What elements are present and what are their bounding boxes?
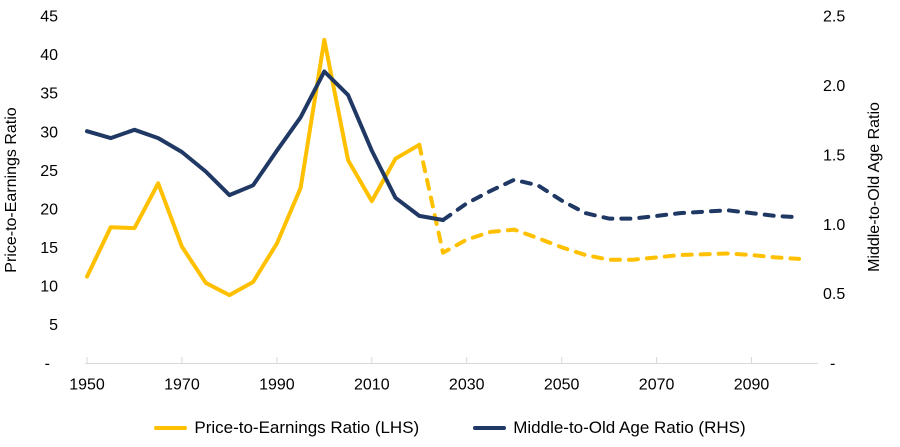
x-tick-label: 1950	[69, 377, 105, 394]
pe-ratio-line-swatch	[154, 426, 188, 430]
left-tick-label: 25	[40, 163, 58, 180]
left-tick-label: 30	[40, 124, 58, 141]
left-tick-label: 5	[49, 317, 58, 334]
right-tick-label: 2.0	[823, 78, 845, 95]
age-ratio-line-solid	[85, 69, 445, 222]
right-axis-title: Middle-to-Old Age Ratio	[866, 102, 883, 272]
legend-item-age-ratio: Middle-to-Old Age Ratio (RHS)	[473, 418, 746, 438]
x-tick-label: 2010	[354, 377, 390, 394]
left-tick-label: 15	[40, 240, 58, 257]
legend: Price-to-Earnings Ratio (LHS) Middle-to-…	[0, 411, 900, 445]
right-tick-label: 2.5	[823, 9, 845, 26]
left-tick-label: 40	[40, 47, 58, 64]
right-tick-label: -	[830, 356, 835, 373]
right-tick-label: 1.5	[823, 147, 845, 164]
pe-ratio-line-solid	[85, 37, 422, 298]
chart-canvas: 1950 1970 1990 2010 2030 2050 2070 2090-5101520…	[3, 9, 883, 394]
age-ratio-line-swatch	[473, 426, 507, 430]
age-ratio-line-dashed	[441, 177, 801, 222]
left-tick-label: 20	[40, 201, 58, 218]
legend-item-pe-ratio: Price-to-Earnings Ratio (LHS)	[154, 418, 419, 438]
right-tick-label: 0.5	[823, 286, 845, 303]
x-tick-label: 2090	[734, 377, 770, 394]
x-tick-label: 1970	[164, 377, 200, 394]
left-tick-label: 45	[40, 9, 58, 26]
x-tick-label: 2030	[449, 377, 485, 394]
x-tick-label: 1990	[259, 377, 295, 394]
left-tick-label: 35	[40, 86, 58, 103]
x-tick-label: 2070	[639, 377, 675, 394]
x-tick-label: 2050	[544, 377, 580, 394]
left-axis-title: Price-to-Earnings Ratio	[3, 107, 20, 273]
pe-ratio-legend-label: Price-to-Earnings Ratio (LHS)	[194, 418, 420, 437]
age-ratio-legend-label: Middle-to-Old Age Ratio (RHS)	[513, 418, 746, 437]
pe-ratio-line-dashed	[417, 142, 801, 262]
right-tick-label: 1.0	[823, 217, 845, 234]
left-tick-label: 10	[40, 278, 58, 295]
left-tick-label: -	[45, 356, 50, 373]
